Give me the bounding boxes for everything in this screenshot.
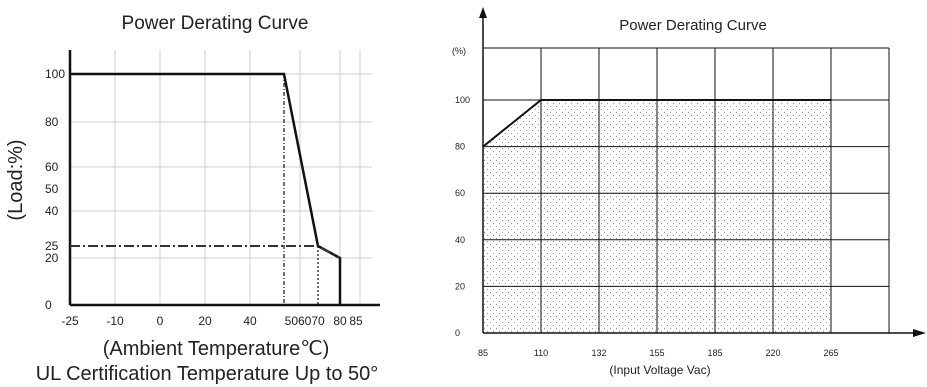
- left-y-tick-label: 40: [45, 204, 59, 218]
- right-chart-title: Power Derating Curve: [619, 17, 767, 34]
- left-x-tick-label: -25: [61, 314, 79, 328]
- right-x-axis-arrow: [913, 329, 926, 337]
- right-x-tick-label: 132: [591, 348, 606, 358]
- left-x-tick-label: 0: [157, 314, 164, 328]
- left-x-tick-label: 40: [243, 314, 257, 328]
- left-x-tick-label: 70: [311, 314, 325, 328]
- left-chart-title: Power Derating Curve: [122, 13, 309, 34]
- left-grid: [70, 50, 372, 305]
- right-x-tick-labels: 85 110 132 155 185 220 265: [478, 348, 839, 358]
- left-x-tick-labels: -25 -10 0 20 40 5060 70 80 85: [61, 314, 363, 328]
- left-chart-caption: UL Certification Temperature Up to 50°: [36, 363, 379, 385]
- right-y-tick-labels: 100 80 60 40 20 0: [455, 95, 470, 338]
- left-y-tick-label: 100: [45, 67, 65, 81]
- right-x-tick-label: 185: [707, 348, 722, 358]
- voltage-derating-chart: Power Derating Curve 85 110 132 155 185 220 26…: [452, 7, 926, 377]
- left-x-tick-label: 20: [198, 314, 212, 328]
- left-x-tick-label: 80: [333, 314, 347, 328]
- left-y-axis-label: (Load:%): [5, 139, 27, 220]
- right-x-tick-label: 220: [765, 348, 780, 358]
- left-y-tick-label: 50: [45, 182, 59, 196]
- left-y-tick-label: 80: [45, 115, 59, 129]
- left-x-axis-label: (Ambient Temperature℃): [103, 338, 330, 360]
- right-x-tick-label: 85: [478, 348, 488, 358]
- right-y-tick-label: 60: [455, 188, 465, 198]
- right-x-tick-label: 155: [649, 348, 664, 358]
- right-x-tick-label: 265: [823, 348, 838, 358]
- left-y-tick-label: 0: [45, 298, 52, 312]
- right-x-tick-label: 110: [534, 348, 548, 358]
- left-x-tick-label: 85: [349, 314, 363, 328]
- temperature-derating-chart: Power Derating Curve -25 -10 0 20 40 5060 70 80…: [5, 13, 380, 385]
- right-y-axis-unit: (%): [452, 46, 466, 56]
- right-x-axis-label: (Input Voltage Vac): [609, 363, 710, 377]
- left-y-tick-label: 20: [45, 251, 59, 265]
- left-series: [70, 72, 342, 305]
- left-x-tick-label: 5060: [285, 314, 312, 328]
- left-ul-derating-curve: [70, 245, 341, 259]
- right-y-tick-label: 100: [455, 95, 470, 105]
- left-x-tick-label: -10: [106, 314, 124, 328]
- right-y-axis-arrow: [479, 7, 487, 18]
- right-y-tick-label: 20: [455, 281, 465, 291]
- right-y-tick-label: 80: [455, 142, 465, 152]
- left-y-tick-label: 60: [45, 160, 59, 174]
- left-y-tick-label: 25: [45, 239, 59, 253]
- right-y-tick-label: 40: [455, 235, 465, 245]
- right-derating-line: [482, 99, 831, 148]
- right-y-tick-label: 0: [455, 328, 460, 338]
